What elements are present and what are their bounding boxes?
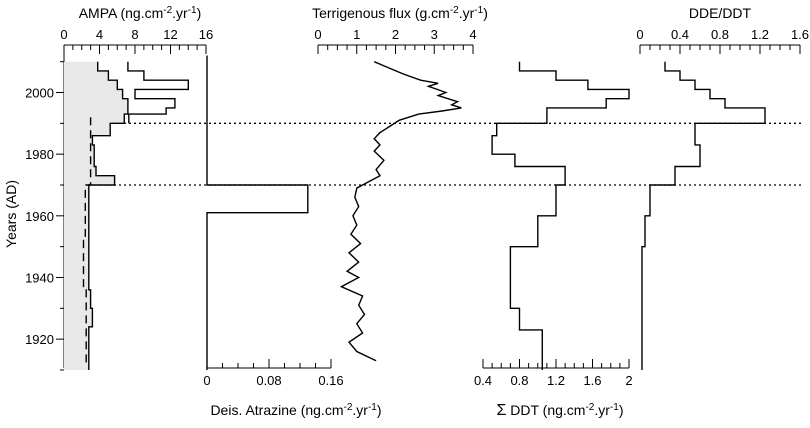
reference-lines [64, 122, 802, 186]
ddt-title-exp1: -2 [585, 402, 594, 413]
ddt-tick-label: 0.8 [510, 373, 528, 388]
terr-tick-label: 3 [431, 27, 438, 42]
ratio-tick-label: 1.6 [791, 27, 809, 42]
ddt-tick-label: 1.6 [583, 373, 601, 388]
ratio-title: DDE/DDT [689, 5, 752, 21]
ddt-tick-label: 2 [625, 373, 632, 388]
panel-deis: 0 0.08 0.16 Deis. Atrazine (ng.cm-2.yr-1) [203, 55, 382, 418]
deis-title: Deis. Atrazine (ng.cm-2.yr-1) [210, 402, 381, 418]
deis-tick-label: 0.08 [256, 373, 281, 388]
ampa-tick-label: 4 [96, 27, 103, 42]
y-tick-label: 1980 [25, 147, 54, 162]
ampa-tick-label: 0 [60, 27, 67, 42]
ampa-title-exp2: -1 [188, 5, 197, 16]
deis-title-mid: .yr [352, 402, 368, 418]
terr-tick-label: 1 [353, 27, 360, 42]
ampa-tick-label: 12 [163, 27, 177, 42]
y-tick-label: 2000 [25, 86, 54, 101]
ampa-tick-label: 8 [131, 27, 138, 42]
ampa-title-exp1: -2 [163, 5, 172, 16]
terr-title-main: Terrigenous flux (g.cm [312, 5, 450, 21]
terr-title-end: ) [483, 5, 488, 21]
ddt-tick-label: 1.2 [547, 373, 565, 388]
deis-tick-label: 0.16 [318, 373, 343, 388]
ampa-title-end: ) [197, 5, 202, 21]
deis-title-main: Deis. Atrazine (ng.cm [210, 402, 343, 418]
ratio-series-solid [641, 61, 766, 370]
deis-title-end: ) [377, 402, 382, 418]
ampa-series-fill [64, 61, 128, 370]
terr-tick-label: 2 [392, 27, 399, 42]
deis-title-exp1: -2 [344, 402, 353, 413]
terr-series-solid [339, 61, 462, 362]
y-tick-label: 1940 [25, 270, 54, 285]
ratio-tick-label: 0.4 [671, 27, 689, 42]
ratio-title-main: DDE/DDT [689, 5, 752, 21]
ddt-title-main: DDT (ng.cm [510, 402, 585, 418]
ratio-tick-label: 0 [636, 27, 643, 42]
ddt-title-mid: .yr [594, 402, 610, 418]
deis-tick-label: 0 [203, 373, 210, 388]
terr-title-exp2: -1 [474, 5, 483, 16]
ampa-title: AMPA (ng.cm-2.yr-1) [79, 5, 202, 21]
panel-ampa: 0 4 8 12 16 AMPA (ng.cm-2.yr-1) [60, 5, 213, 370]
ampa-series-dashed [82, 117, 92, 364]
ddt-tick-label: 0.4 [474, 373, 492, 388]
ampa-series-solid [127, 61, 190, 124]
y-axis: Years (AD) 1920 1940 1960 1980 2000 [3, 50, 65, 371]
terr-title-mid: .yr [459, 5, 475, 21]
terr-title-exp1: -2 [450, 5, 459, 16]
terr-title: Terrigenous flux (g.cm-2.yr-1) [312, 5, 488, 21]
ratio-tick-label: 1.2 [751, 27, 769, 42]
terr-tick-label: 0 [314, 27, 321, 42]
panel-ratio: 0 0.4 0.8 1.2 1.6 DDE/DDT [636, 5, 809, 370]
y-axis-label: Years (AD) [3, 180, 19, 248]
deis-series-solid [206, 55, 309, 370]
ddt-title-sigma: Σ [496, 402, 506, 419]
ampa-series-line [88, 61, 129, 370]
ddt-title: Σ DDT (ng.cm-2.yr-1) [496, 402, 623, 419]
ddt-series-solid [491, 61, 630, 370]
ampa-title-mid: .yr [172, 5, 188, 21]
y-tick-label: 1920 [25, 332, 54, 347]
terr-tick-label: 4 [469, 27, 476, 42]
y-tick-label: 1960 [25, 209, 54, 224]
ampa-tick-label: 16 [199, 27, 213, 42]
ddt-title-end: ) [619, 402, 624, 418]
deis-title-exp2: -1 [368, 402, 377, 413]
ddt-title-exp2: -1 [610, 402, 619, 413]
panel-terr: 0 1 2 3 4 Terrigenous flux (g.cm-2.yr-1) [312, 5, 488, 362]
ampa-title-main: AMPA (ng.cm [79, 5, 164, 21]
panel-ddt: 0.4 0.8 1.2 1.6 2Σ DDT (ng.cm-2.yr-1) [474, 61, 633, 419]
ratio-tick-label: 0.8 [711, 27, 729, 42]
